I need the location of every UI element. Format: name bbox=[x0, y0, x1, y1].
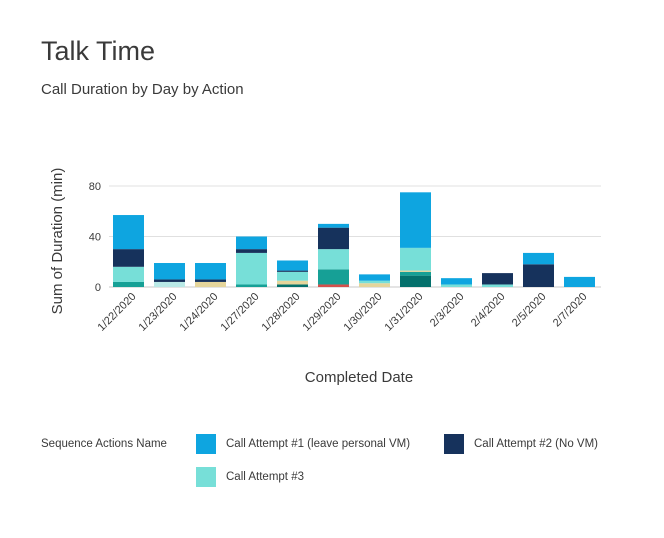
bar-segment[interactable] bbox=[482, 284, 513, 287]
bar-segment[interactable] bbox=[277, 280, 308, 285]
bar-segment[interactable] bbox=[236, 249, 267, 253]
bar-segment[interactable] bbox=[441, 284, 472, 287]
chart-area: 0 40 80 1/22/20201/23/20201/24/20201/27/20… bbox=[49, 168, 601, 386]
y-tick-label: 40 bbox=[89, 232, 101, 244]
legend-item-call-attempt-1[interactable]: Call Attempt #1 (leave personal VM) bbox=[196, 434, 410, 454]
x-tick-label: 1/27/2020 bbox=[219, 291, 262, 334]
bar-segment[interactable] bbox=[154, 281, 185, 287]
bar-segment[interactable] bbox=[236, 236, 267, 250]
bar-segment[interactable] bbox=[277, 271, 308, 281]
bar-segment[interactable] bbox=[318, 223, 349, 228]
bar-segment[interactable] bbox=[277, 284, 308, 287]
bar-segment[interactable] bbox=[277, 260, 308, 271]
x-tick-label: 2/3/2020 bbox=[428, 291, 467, 330]
bar-segment[interactable] bbox=[359, 283, 390, 287]
bar-segment[interactable] bbox=[523, 264, 554, 287]
bar-segment[interactable] bbox=[154, 263, 185, 280]
bar-segment[interactable] bbox=[564, 276, 595, 287]
bar-segment[interactable] bbox=[318, 269, 349, 285]
x-tick-label: 2/5/2020 bbox=[510, 291, 549, 330]
bar-segment[interactable] bbox=[236, 252, 267, 285]
x-tick-label: 1/29/2020 bbox=[301, 291, 344, 334]
bars bbox=[113, 192, 595, 287]
x-tick-label: 2/4/2020 bbox=[469, 291, 508, 330]
bar-segment[interactable] bbox=[195, 281, 226, 287]
bar-segment[interactable] bbox=[318, 284, 349, 287]
y-axis-ticks: 0 40 80 bbox=[89, 181, 101, 294]
bar-segment[interactable] bbox=[359, 280, 390, 284]
x-tick-label: 1/24/2020 bbox=[178, 291, 221, 334]
legend-label: Call Attempt #3 bbox=[226, 471, 304, 483]
bar-segment[interactable] bbox=[400, 271, 431, 276]
x-tick-label: 2/7/2020 bbox=[551, 291, 590, 330]
x-axis-ticks: 1/22/20201/23/20201/24/20201/27/20201/28… bbox=[96, 291, 590, 334]
x-tick-label: 1/28/2020 bbox=[260, 291, 303, 334]
bar-segment[interactable] bbox=[113, 266, 144, 282]
gridlines bbox=[109, 185, 601, 288]
bar-segment[interactable] bbox=[400, 275, 431, 287]
bar-segment[interactable] bbox=[154, 279, 185, 282]
legend-item-call-attempt-3[interactable]: Call Attempt #3 bbox=[196, 467, 304, 487]
legend-item-call-attempt-2[interactable]: Call Attempt #2 (No VM) bbox=[444, 434, 598, 454]
chart-title: Talk Time bbox=[41, 36, 156, 66]
bar-segment[interactable] bbox=[441, 278, 472, 285]
bar-segment[interactable] bbox=[318, 249, 349, 270]
bar-segment[interactable] bbox=[277, 270, 308, 272]
x-axis-label: Completed Date bbox=[305, 369, 413, 386]
bar-segment[interactable] bbox=[195, 263, 226, 280]
bar-segment[interactable] bbox=[113, 215, 144, 250]
bar-segment[interactable] bbox=[400, 270, 431, 272]
bar-segment[interactable] bbox=[236, 284, 267, 287]
bar-segment[interactable] bbox=[482, 273, 513, 285]
x-tick-label: 1/31/2020 bbox=[383, 291, 426, 334]
bar-segment[interactable] bbox=[318, 227, 349, 250]
legend-label: Call Attempt #1 (leave personal VM) bbox=[226, 438, 411, 450]
chart-subtitle: Call Duration by Day by Action bbox=[41, 81, 244, 98]
bar-segment[interactable] bbox=[523, 252, 554, 265]
y-axis-label: Sum of Duration (min) bbox=[49, 168, 66, 315]
legend-label: Call Attempt #2 (No VM) bbox=[474, 438, 598, 450]
bar-segment[interactable] bbox=[113, 249, 144, 267]
bar-segment[interactable] bbox=[400, 247, 431, 271]
y-tick-label: 80 bbox=[89, 181, 101, 193]
legend-swatch bbox=[444, 434, 464, 454]
x-tick-label: 1/22/2020 bbox=[96, 291, 139, 334]
x-tick-label: 1/30/2020 bbox=[342, 291, 385, 334]
bar-segment[interactable] bbox=[400, 192, 431, 248]
bar-segment[interactable] bbox=[359, 274, 390, 281]
bar-segment[interactable] bbox=[113, 281, 144, 287]
legend-title: Sequence Actions Name bbox=[41, 438, 167, 450]
x-tick-label: 1/23/2020 bbox=[137, 291, 180, 334]
legend-swatch bbox=[196, 434, 216, 454]
legend-swatch bbox=[196, 467, 216, 487]
y-tick-label: 0 bbox=[95, 282, 101, 294]
bar-segment[interactable] bbox=[195, 279, 226, 282]
